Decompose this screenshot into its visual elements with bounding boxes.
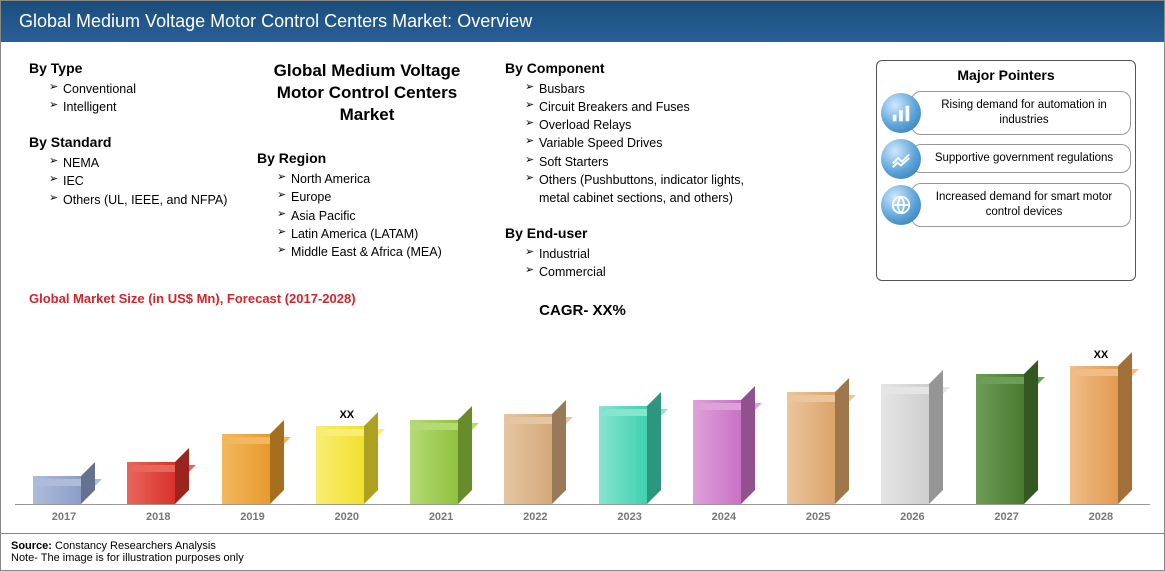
segment-list: BusbarsCircuit Breakers and FusesOverloa…	[505, 80, 765, 207]
pointer-label: Increased demand for smart motor control…	[911, 183, 1131, 227]
segment-list: North AmericaEuropeAsia PacificLatin Ame…	[257, 170, 477, 261]
segment-item: IEC	[49, 172, 229, 190]
bar	[494, 397, 576, 504]
year-label: 2017	[23, 511, 105, 523]
bar-top-label: XX	[339, 409, 354, 423]
segment-region: By Region North AmericaEuropeAsia Pacifi…	[257, 150, 477, 261]
segment-title: By Type	[29, 60, 229, 76]
bar: XX	[1060, 349, 1142, 504]
year-label: 2023	[589, 511, 671, 523]
year-label: 2028	[1060, 511, 1142, 523]
segment-enduser: By End-user IndustrialCommercial	[505, 225, 765, 281]
segment-title: By Region	[257, 150, 477, 166]
segment-item: North America	[277, 170, 477, 188]
year-label: 2025	[777, 511, 859, 523]
segment-item: Circuit Breakers and Fuses	[525, 98, 765, 116]
bar-chart: XX XX	[15, 325, 1150, 505]
segment-item: Others (Pushbuttons, indicator lights, m…	[525, 171, 765, 207]
bar	[212, 417, 294, 504]
bar	[683, 383, 765, 504]
bar: XX	[306, 409, 388, 504]
segment-title: By Standard	[29, 134, 229, 150]
segment-title: By End-user	[505, 225, 765, 241]
footer-note: Note- The image is for illustration purp…	[11, 552, 1154, 564]
segment-component: By Component BusbarsCircuit Breakers and…	[505, 60, 765, 207]
pointers-title: Major Pointers	[881, 67, 1131, 83]
segment-item: Middle East & Africa (MEA)	[277, 243, 477, 261]
segment-item: Others (UL, IEEE, and NFPA)	[49, 191, 229, 209]
segment-item: Intelligent	[49, 98, 229, 116]
pointer-item: Rising demand for automation in industri…	[881, 91, 1131, 135]
pointer-icon	[881, 185, 921, 225]
pointer-label: Rising demand for automation in industri…	[911, 91, 1131, 135]
bar	[117, 445, 199, 504]
source-text: Constancy Researchers Analysis	[55, 540, 216, 552]
pointer-item: Supportive government regulations	[881, 139, 1131, 179]
bar	[23, 459, 105, 504]
pointers-list: Rising demand for automation in industri…	[881, 91, 1131, 227]
year-label: 2026	[871, 511, 953, 523]
chart-region: Global Market Size (in US$ Mn), Forecast…	[1, 281, 1164, 533]
segment-item: Overload Relays	[525, 116, 765, 134]
bar	[871, 367, 953, 504]
year-axis: 2017 2018 2019 2020 2021 2022 2023 2024 2025 2026…	[15, 505, 1150, 523]
segment-item: Europe	[277, 188, 477, 206]
pointer-label: Supportive government regulations	[911, 144, 1131, 173]
pointer-item: Increased demand for smart motor control…	[881, 183, 1131, 227]
infographic-container: Global Medium Voltage Motor Control Cent…	[0, 0, 1165, 571]
segment-item: Latin America (LATAM)	[277, 225, 477, 243]
segment-list: ConventionalIntelligent	[29, 80, 229, 116]
page-title: Global Medium Voltage Motor Control Cent…	[1, 1, 1164, 42]
year-label: 2018	[117, 511, 199, 523]
bar	[777, 375, 859, 504]
year-label: 2021	[400, 511, 482, 523]
segment-list: IndustrialCommercial	[505, 245, 765, 281]
source-label: Source:	[11, 540, 52, 552]
content-area: By Type ConventionalIntelligent By Stand…	[1, 42, 1164, 281]
segment-item: Conventional	[49, 80, 229, 98]
year-label: 2027	[966, 511, 1048, 523]
segment-list: NEMAIECOthers (UL, IEEE, and NFPA)	[29, 154, 229, 208]
bar	[400, 403, 482, 504]
segment-item: Soft Starters	[525, 153, 765, 171]
pointer-icon	[881, 139, 921, 179]
segment-item: Asia Pacific	[277, 207, 477, 225]
year-label: 2022	[494, 511, 576, 523]
bar	[589, 389, 671, 504]
segment-item: NEMA	[49, 154, 229, 172]
year-label: 2019	[212, 511, 294, 523]
segment-standard: By Standard NEMAIECOthers (UL, IEEE, and…	[29, 134, 229, 208]
segments-region: By Type ConventionalIntelligent By Stand…	[29, 60, 860, 281]
bar	[966, 357, 1048, 504]
segment-type: By Type ConventionalIntelligent	[29, 60, 229, 116]
segment-item: Variable Speed Drives	[525, 134, 765, 152]
segment-item: Industrial	[525, 245, 765, 263]
bar-top-label: XX	[1094, 349, 1109, 363]
major-pointers-panel: Major Pointers Rising demand for automat…	[876, 60, 1136, 281]
pointer-icon	[881, 93, 921, 133]
year-label: 2024	[683, 511, 765, 523]
footer: Source: Constancy Researchers Analysis N…	[1, 533, 1164, 570]
segment-item: Busbars	[525, 80, 765, 98]
market-title: Global Medium Voltage Motor Control Cent…	[257, 60, 477, 126]
segment-item: Commercial	[525, 263, 765, 281]
year-label: 2020	[306, 511, 388, 523]
segment-title: By Component	[505, 60, 765, 76]
